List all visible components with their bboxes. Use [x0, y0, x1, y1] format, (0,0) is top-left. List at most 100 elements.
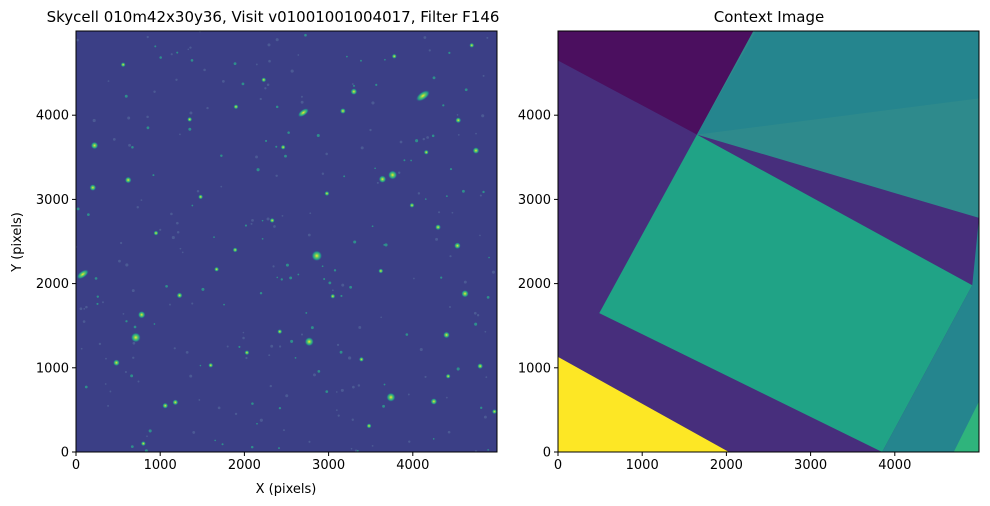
faint-source [341, 283, 345, 287]
skycell-image-background [76, 31, 497, 452]
faint-source [435, 237, 439, 241]
faint-source [353, 84, 355, 87]
faint-source [220, 154, 223, 157]
faint-source [290, 69, 294, 73]
faint-source [317, 370, 321, 373]
faint-source [371, 101, 375, 105]
faint-source [354, 449, 358, 452]
faint-source [175, 221, 179, 225]
faint-source [374, 167, 376, 170]
x-tick-label: 3000 [312, 458, 345, 473]
skycell-title: Skycell 010m42x30y36, Visit v01001001004… [47, 8, 500, 26]
star-source [233, 104, 239, 110]
faint-source [98, 342, 102, 346]
faint-source [275, 174, 278, 177]
faint-source [423, 36, 427, 39]
faint-source [424, 198, 427, 200]
faint-source [148, 429, 152, 433]
faint-source [353, 240, 357, 244]
faint-source [125, 320, 128, 323]
faint-source [132, 341, 136, 345]
faint-source [266, 217, 270, 221]
faint-source [309, 212, 312, 215]
x-tick-label: 0 [554, 458, 562, 473]
x-tick-label: 3000 [794, 458, 827, 473]
star-source [324, 190, 330, 197]
faint-source [175, 78, 178, 81]
region-lower-right-band [882, 217, 979, 452]
star-source [445, 373, 451, 379]
star-source [172, 399, 179, 406]
faint-source [448, 51, 451, 55]
context-regions [558, 31, 979, 452]
star-source [366, 423, 372, 429]
faint-source [244, 224, 248, 227]
faint-source [128, 143, 132, 147]
faint-source [356, 449, 359, 452]
faint-source [297, 273, 300, 276]
faint-source [131, 289, 135, 293]
faint-source [447, 430, 451, 434]
faint-source [203, 68, 206, 72]
faint-source [448, 305, 451, 308]
faint-source [189, 46, 192, 49]
star-source [461, 289, 469, 298]
faint-source [473, 311, 477, 315]
x-tick-label: 2000 [710, 458, 743, 473]
region-upper-left-dark [558, 31, 754, 135]
faint-source [189, 111, 193, 115]
star-source [350, 88, 358, 95]
x-tick-label: 4000 [878, 458, 911, 473]
context-ticks: 0 1000 2000 3000 4000 0 1000 2000 3000 4000 [518, 109, 911, 473]
star-source [269, 217, 275, 223]
faint-source [486, 36, 489, 39]
y-tick-label: 1000 [36, 361, 69, 376]
faint-source [491, 270, 495, 274]
faint-source [419, 347, 423, 352]
faint-source [217, 406, 221, 410]
faint-source [233, 62, 237, 66]
faint-source [278, 406, 282, 410]
star-source [423, 149, 429, 155]
faint-source [268, 354, 271, 357]
faint-source [131, 145, 134, 149]
faint-source [482, 190, 485, 194]
faint-source [188, 127, 192, 131]
faint-source [456, 367, 460, 371]
faint-source [223, 303, 225, 306]
faint-source [275, 145, 278, 148]
faint-source [335, 409, 338, 412]
faint-source [159, 56, 162, 59]
faint-source [154, 45, 157, 48]
faint-source [278, 447, 280, 449]
faint-source [380, 316, 382, 319]
faint-source [152, 174, 155, 177]
faint-source [415, 139, 419, 143]
faint-source [107, 404, 110, 407]
faint-source [137, 380, 140, 383]
star-source [130, 332, 141, 343]
faint-source [337, 414, 340, 417]
star-source [455, 117, 462, 124]
faint-source [264, 139, 268, 143]
faint-source [316, 133, 320, 138]
faint-source [191, 302, 194, 305]
faint-source [76, 207, 80, 211]
faint-source [413, 277, 415, 280]
faint-source [130, 445, 134, 449]
faint-source [432, 438, 435, 440]
faint-source [422, 137, 426, 141]
faint-source [424, 375, 427, 378]
y-tick-label: 2000 [36, 277, 69, 292]
skycell-axes-frame [75, 30, 498, 453]
star-source [391, 53, 397, 59]
faint-source [407, 393, 410, 396]
faint-source [85, 305, 88, 309]
y-tick-label: 4000 [518, 109, 551, 124]
y-tick-label: 1000 [518, 361, 551, 376]
faint-source [238, 345, 241, 348]
faint-source [127, 116, 131, 120]
context-image-panel: Context Image 0 1000 2000 3000 4000 0 1000 2000… [518, 8, 980, 473]
faint-source [352, 385, 355, 389]
